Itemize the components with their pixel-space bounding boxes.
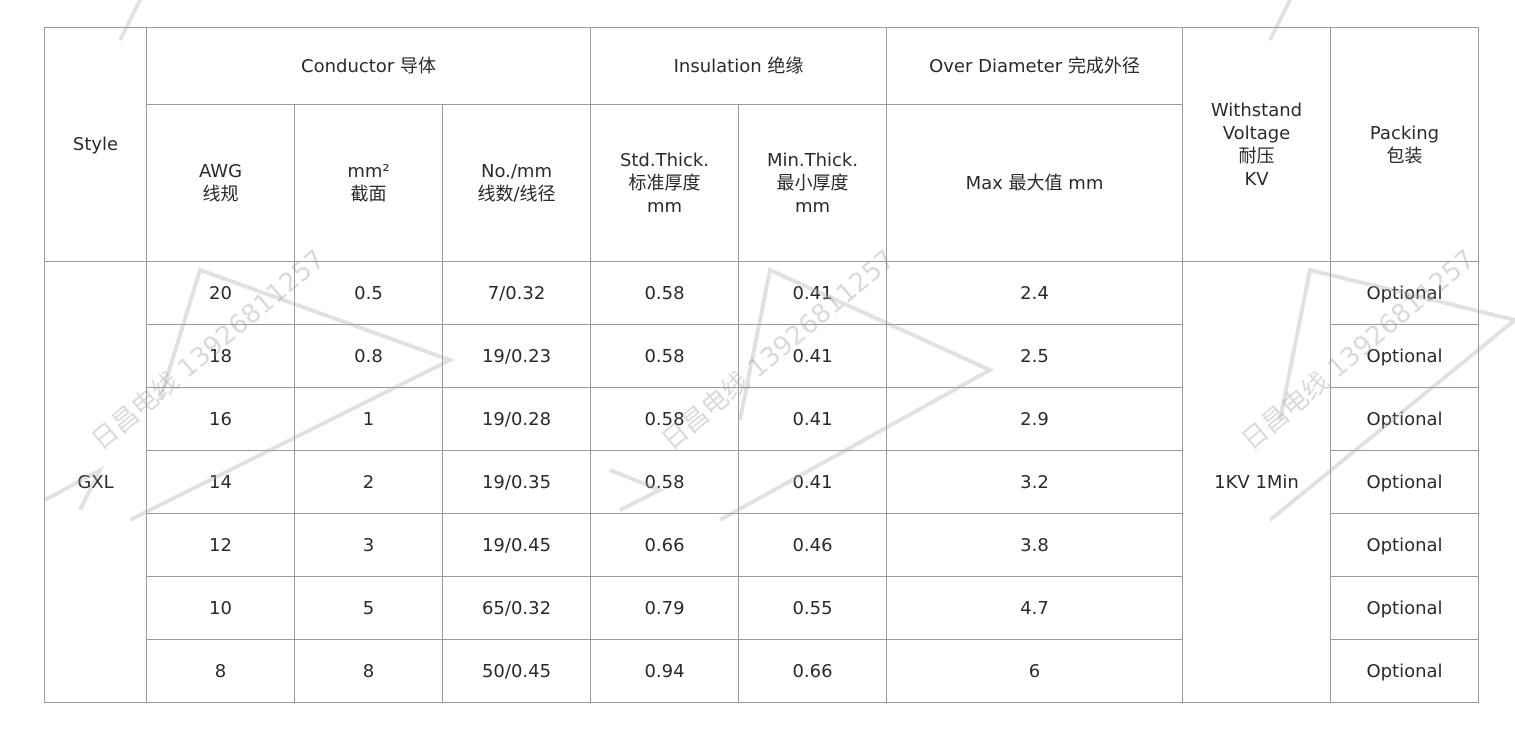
cell-min: 0.46: [738, 513, 887, 577]
table-row: 10 5 65/0.32 0.79 0.55 4.7 Optional: [45, 576, 1479, 640]
cell-awg: 8: [146, 639, 295, 703]
header-withstand-line: Withstand: [1210, 99, 1303, 121]
cell-mm2: 0.8: [294, 324, 443, 388]
header-line: AWG: [198, 161, 243, 182]
cell-packing: Optional: [1330, 261, 1479, 325]
header-line: 线数/线径: [477, 184, 556, 205]
table-row: 18 0.8 19/0.23 0.58 0.41 2.5 Optional: [45, 324, 1479, 388]
header-line: 标准厚度: [628, 172, 701, 194]
cell-max: 6: [886, 639, 1183, 703]
cell-min: 0.41: [738, 261, 887, 325]
cell-no-mm: 50/0.45: [442, 639, 591, 703]
cell-packing: Optional: [1330, 576, 1479, 640]
table-row: GXL 20 0.5 7/0.32 0.58 0.41 2.4 1KV 1Min Optiona…: [44, 261, 1479, 703]
cell-min: 0.66: [738, 639, 887, 703]
cell-no-mm: 7/0.32: [442, 261, 591, 325]
header-no-mm: No./mm 线数/线径: [442, 104, 591, 262]
cell-mm2: 5: [294, 576, 443, 640]
header-awg: AWG 线规: [146, 104, 295, 262]
cell-awg: 16: [146, 387, 295, 451]
cell-packing: Optional: [1330, 639, 1479, 703]
header-withstand-line: Voltage: [1222, 122, 1291, 144]
cell-min: 0.41: [738, 324, 887, 388]
cell-packing: Optional: [1330, 324, 1479, 388]
header-mm2: mm² 截面: [294, 104, 443, 262]
table-row: 16 1 19/0.28 0.58 0.41 2.9 Optional: [45, 387, 1479, 451]
cell-awg: 10: [146, 576, 295, 640]
cell-no-mm: 19/0.28: [442, 387, 591, 451]
header-over-diameter: Over Diameter 完成外径: [886, 27, 1183, 105]
header-line: Min.Thick.: [766, 149, 859, 171]
cell-max: 2.9: [886, 387, 1183, 451]
cell-max: 4.7: [886, 576, 1183, 640]
header-packing: Packing 包装: [1330, 27, 1479, 262]
cell-std: 0.58: [590, 324, 739, 388]
cell-std: 0.58: [590, 387, 739, 451]
cell-std: 0.66: [590, 513, 739, 577]
cell-no-mm: 19/0.35: [442, 450, 591, 514]
header-line: Std.Thick.: [619, 149, 710, 171]
cell-max: 3.8: [886, 513, 1183, 577]
cell-std: 0.58: [590, 450, 739, 514]
header-line: mm: [646, 195, 683, 217]
header-line: 截面: [350, 184, 387, 205]
cell-awg: 18: [146, 324, 295, 388]
cell-std: 0.58: [590, 261, 739, 325]
cell-mm2: 2: [294, 450, 443, 514]
header-max: Max 最大值 mm: [886, 104, 1183, 262]
header-withstand-line: KV: [1244, 168, 1269, 190]
cell-no-mm: 65/0.32: [442, 576, 591, 640]
header-line: 最小厚度: [776, 172, 849, 194]
header-min-thick: Min.Thick. 最小厚度 mm: [738, 104, 887, 262]
table-row: 8 8 50/0.45 0.94 0.66 6 Optional: [45, 639, 1479, 703]
cell-mm2: 0.5: [294, 261, 443, 325]
style-cell: GXL: [44, 261, 147, 703]
cell-packing: Optional: [1330, 450, 1479, 514]
header-std-thick: Std.Thick. 标准厚度 mm: [590, 104, 739, 262]
cell-no-mm: 19/0.23: [442, 324, 591, 388]
header-withstand-line: 耐压: [1238, 145, 1275, 167]
header-line: mm²: [347, 161, 390, 182]
cell-max: 2.4: [886, 261, 1183, 325]
spec-table: Style Conductor 导体 Insulation 绝缘 Over Di…: [44, 27, 1479, 703]
header-line: No./mm: [480, 161, 552, 182]
header-packing-line: 包装: [1386, 145, 1423, 167]
header-packing-line: Packing: [1369, 122, 1440, 144]
cell-awg: 20: [146, 261, 295, 325]
header-conductor: Conductor 导体: [146, 27, 591, 105]
cell-mm2: 1: [294, 387, 443, 451]
withstand-cell: 1KV 1Min: [1182, 261, 1331, 703]
cell-awg: 12: [146, 513, 295, 577]
header-line: mm: [794, 195, 831, 217]
cell-min: 0.55: [738, 576, 887, 640]
header-line: 线规: [202, 184, 239, 205]
cell-std: 0.79: [590, 576, 739, 640]
cell-std: 0.94: [590, 639, 739, 703]
cell-packing: Optional: [1330, 513, 1479, 577]
cell-mm2: 3: [294, 513, 443, 577]
cell-max: 2.5: [886, 324, 1183, 388]
header-style: Style: [44, 27, 147, 262]
cell-max: 3.2: [886, 450, 1183, 514]
cell-packing: Optional: [1330, 387, 1479, 451]
cell-min: 0.41: [738, 387, 887, 451]
table-row: 12 3 19/0.45 0.66 0.46 3.8 Optional: [45, 513, 1479, 577]
cell-mm2: 8: [294, 639, 443, 703]
header-insulation: Insulation 绝缘: [590, 27, 887, 105]
header-withstand: Withstand Voltage 耐压 KV: [1182, 27, 1331, 262]
cell-awg: 14: [146, 450, 295, 514]
cell-no-mm: 19/0.45: [442, 513, 591, 577]
cell-min: 0.41: [738, 450, 887, 514]
